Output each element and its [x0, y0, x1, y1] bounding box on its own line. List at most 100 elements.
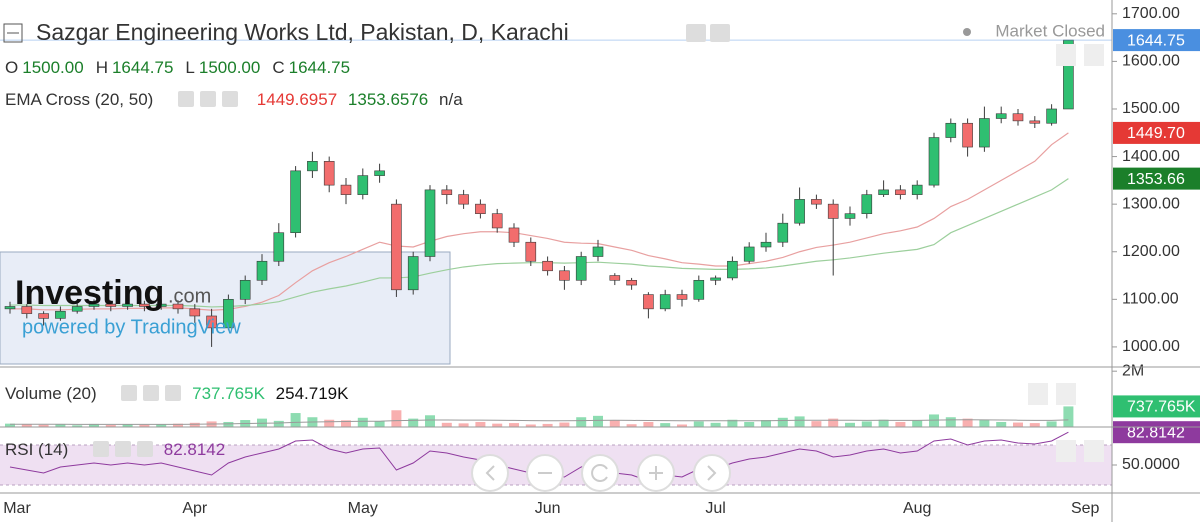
scroll-button[interactable]: [1056, 44, 1076, 66]
ohlc-value: 1644.75: [288, 58, 351, 77]
candle-body: [340, 184, 352, 195]
volume-ma-line: [10, 419, 1069, 425]
volume-bar: [744, 421, 755, 427]
x-tick-label: Aug: [903, 500, 931, 517]
candle-body: [659, 294, 671, 310]
y-tick-label: 50.0000: [1122, 456, 1180, 473]
volume-bar: [105, 425, 116, 427]
collapse-icon[interactable]: [3, 23, 23, 43]
candle-body: [878, 189, 889, 195]
zoom-button[interactable]: [693, 454, 731, 492]
eye-button[interactable]: [686, 24, 706, 42]
zoom-button[interactable]: [581, 454, 619, 492]
ohlc-value: 1644.75: [111, 58, 174, 77]
settings-button[interactable]: [710, 24, 730, 42]
candle-body: [374, 170, 385, 176]
status-dot: [963, 28, 971, 36]
settings-button[interactable]: [143, 385, 160, 401]
candle-body: [491, 213, 503, 229]
indicator-legend: EMA Cross (20, 50) 1449.6957 1353.6576 n…: [5, 90, 469, 110]
pane-button[interactable]: [1056, 440, 1076, 462]
close-button[interactable]: [137, 441, 154, 457]
candle-body: [760, 241, 772, 248]
volume-bar: [929, 414, 939, 427]
volume-bar: [408, 418, 419, 427]
volume-bar: [962, 418, 973, 427]
ohlc-key: C: [272, 58, 285, 77]
volume-bar: [21, 424, 32, 427]
candle-body: [307, 161, 318, 172]
indicator-name: EMA Cross (20, 50): [5, 90, 154, 109]
eye-button[interactable]: [93, 441, 110, 457]
pane-button[interactable]: [1056, 383, 1076, 405]
ema-line: [10, 178, 1069, 308]
eye-button[interactable]: [121, 385, 138, 401]
volume-bar: [609, 420, 620, 427]
candle-body: [441, 189, 453, 195]
axis-badge-label: 737.765K: [1127, 399, 1196, 416]
candle-body: [592, 246, 604, 257]
candle-body: [727, 260, 738, 279]
pane-button[interactable]: [1084, 440, 1104, 462]
pane-button[interactable]: [1028, 383, 1048, 405]
volume-bar: [273, 420, 284, 427]
indicator-extra: n/a: [439, 90, 463, 109]
x-tick-label: Jul: [705, 500, 725, 517]
volume-bar: [542, 423, 553, 427]
candle-body: [1029, 120, 1041, 124]
candle-body: [844, 213, 856, 219]
ohlc-key: O: [5, 58, 19, 77]
rsi-title: RSI (14): [5, 440, 69, 459]
close-button[interactable]: [222, 91, 239, 107]
volume-bar: [374, 421, 385, 427]
settings-button[interactable]: [115, 441, 132, 457]
volume-bar: [324, 419, 335, 427]
candle-body: [155, 303, 167, 307]
candle-body: [21, 306, 33, 314]
axis-badge: [1113, 395, 1200, 418]
volume-bar: [1046, 421, 1057, 427]
volume-bar: [979, 420, 990, 427]
candle-body: [777, 222, 789, 243]
volume-bar: [89, 423, 99, 427]
volume-bar: [357, 417, 368, 427]
y-tick-label: 2M: [1122, 362, 1144, 379]
candle-body: [407, 256, 419, 291]
ohlc-value: 1500.00: [198, 58, 261, 77]
close-button[interactable]: [165, 385, 182, 401]
volume-bar: [475, 421, 486, 427]
y-tick-label: 1000.00: [1122, 338, 1180, 355]
candle-body: [542, 260, 553, 272]
candle-body: [475, 203, 486, 214]
volume-bar: [425, 415, 435, 427]
axis-badge-label: 1449.70: [1127, 125, 1185, 142]
candle-body: [424, 189, 436, 257]
scroll-button[interactable]: [1084, 44, 1104, 66]
chart-title: Sazgar Engineering Works Ltd, Pakistan, …: [36, 19, 569, 45]
candle-body: [945, 122, 957, 138]
settings-button[interactable]: [200, 91, 217, 107]
rsi-legend: RSI (14) 82.8142: [5, 440, 231, 460]
volume-bar: [72, 425, 83, 427]
candle-body: [794, 199, 805, 224]
volume-bar: [828, 418, 839, 427]
watermark-domain: .com: [168, 285, 211, 307]
candle-body: [391, 203, 402, 291]
volume-bar: [626, 424, 637, 427]
candle-body: [861, 194, 873, 214]
candle-body: [693, 279, 705, 300]
x-tick-label: Mar: [3, 500, 31, 517]
candle-body: [559, 270, 570, 281]
eye-button[interactable]: [178, 91, 195, 107]
candle-body: [122, 303, 133, 307]
candle-body: [55, 310, 66, 319]
candle-body: [643, 294, 654, 310]
y-tick-label: 1700.00: [1122, 5, 1180, 22]
volume-bar: [38, 424, 49, 427]
zoom-button[interactable]: [471, 454, 509, 492]
candle-body: [710, 277, 721, 281]
ema-slow-value: 1353.6576: [347, 90, 429, 109]
volume-bar: [777, 417, 788, 427]
x-tick-label: May: [348, 500, 378, 517]
volume-legend: Volume (20) 737.765K 254.719K: [5, 384, 354, 404]
